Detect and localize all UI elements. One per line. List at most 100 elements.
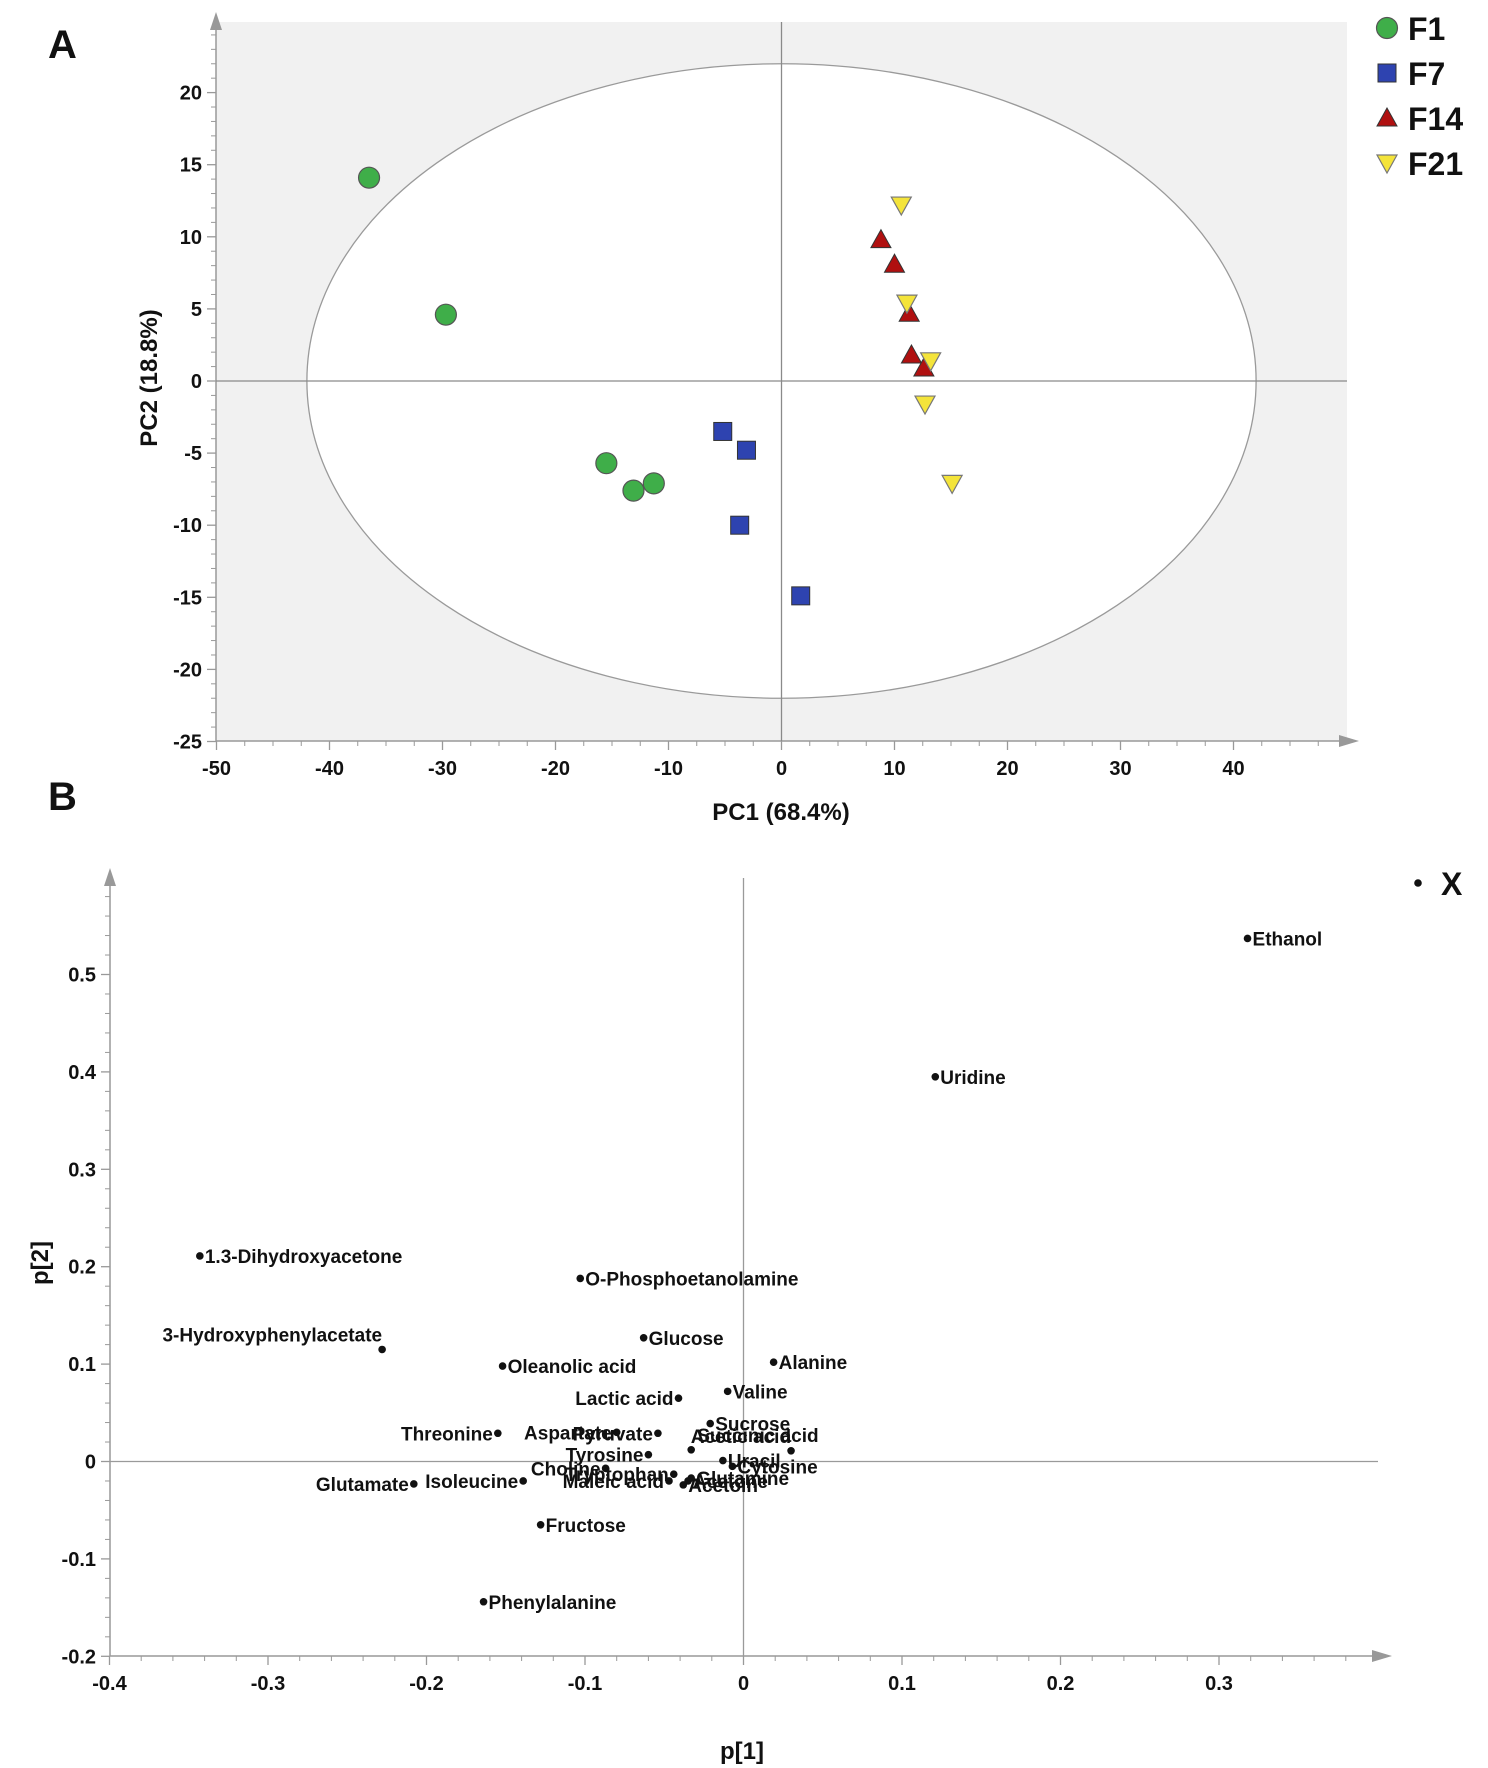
loading-label-3-hydroxyphenylacetate: 3-Hydroxyphenylacetate bbox=[162, 1325, 382, 1346]
x-tick-label: 30 bbox=[1109, 758, 1131, 780]
loading-point-threonine bbox=[494, 1429, 502, 1438]
point-f7 bbox=[791, 586, 811, 606]
point-f14 bbox=[900, 344, 923, 364]
loading-label-alanine: Alanine bbox=[779, 1353, 848, 1374]
loading-label-valine: Valine bbox=[733, 1382, 788, 1403]
x-tick-label: -50 bbox=[202, 758, 231, 780]
loading-label-glutamine: Glutamine bbox=[696, 1469, 789, 1490]
x-tick-label: 0 bbox=[738, 1673, 749, 1695]
y-tick-label: 0.2 bbox=[68, 1257, 96, 1279]
panel-a-letter: A bbox=[48, 23, 77, 67]
x-tick-label: 0.2 bbox=[1047, 1673, 1075, 1695]
loading-point-glucose bbox=[639, 1334, 648, 1342]
y-tick-label: 5 bbox=[191, 299, 202, 321]
y-tick-label: 0.4 bbox=[68, 1062, 97, 1084]
loading-point-acetoin bbox=[679, 1481, 688, 1489]
loading-point-o-phosphoetanolamine bbox=[576, 1274, 585, 1283]
loading-label-glutamate: Glutamate bbox=[316, 1475, 409, 1496]
loading-point-phenylalanine bbox=[479, 1597, 488, 1606]
x-tick-label: 0.1 bbox=[888, 1673, 916, 1695]
loading-label-uridine: Uridine bbox=[940, 1068, 1005, 1089]
y-tick-label: -0.2 bbox=[62, 1646, 96, 1668]
loading-label-cytosine: Cytosine bbox=[737, 1457, 817, 1478]
loading-label-uracil: Uracil bbox=[728, 1452, 781, 1473]
loading-label-tryptophan: Tryptophan bbox=[565, 1465, 668, 1486]
y-tick-label: -10 bbox=[173, 515, 202, 537]
y-tick-label: 0.5 bbox=[68, 965, 96, 987]
y-tick-label: 0 bbox=[191, 371, 202, 393]
y-tick-label: -5 bbox=[184, 443, 202, 465]
loading-label-lactic-acid: Lactic acid bbox=[575, 1389, 673, 1410]
y-tick-label: 20 bbox=[180, 83, 202, 105]
point-f7 bbox=[730, 515, 750, 535]
loading-label-aspartate: Aspartate bbox=[524, 1423, 612, 1444]
y-tick-label: 0 bbox=[85, 1452, 96, 1474]
x-tick-label: -20 bbox=[541, 758, 570, 780]
legend-label-x: X bbox=[1441, 866, 1463, 902]
point-f21 bbox=[913, 395, 937, 416]
point-f1 bbox=[595, 452, 618, 475]
panel-b-x-axis-title: p[1] bbox=[720, 1738, 764, 1765]
x-tick-label: -0.1 bbox=[568, 1673, 602, 1695]
loading-label-sucrose: Sucrose bbox=[715, 1415, 790, 1436]
loading-label-glucose: Glucose bbox=[649, 1329, 724, 1350]
loading-point-aspartate bbox=[612, 1428, 621, 1437]
x-tick-label: -30 bbox=[428, 758, 457, 780]
panel-a-axes: -50 -40 -30 -20 -10 0 10 20 30 40-25-20-15-10-505… bbox=[173, 12, 1359, 780]
loading-point-fructose bbox=[536, 1521, 545, 1529]
loading-point-maleic-acid bbox=[665, 1477, 673, 1485]
legend-marker-x bbox=[1414, 879, 1422, 887]
legend-label-f7: F7 bbox=[1408, 56, 1445, 92]
legend-marker-f1 bbox=[1375, 16, 1399, 40]
loading-point-uracil bbox=[719, 1456, 727, 1465]
loading-point-choline bbox=[601, 1464, 610, 1473]
loading-point-ethanol bbox=[1243, 934, 1252, 943]
loading-label-succinic-acid: Succinic acid bbox=[697, 1426, 818, 1447]
legend-label-f14: F14 bbox=[1408, 101, 1463, 137]
loading-label-o-phosphoetanolamine: O-Phosphoetanolamine bbox=[585, 1269, 798, 1290]
x-tick-label: 20 bbox=[996, 758, 1018, 780]
loading-label-ethanol: Ethanol bbox=[1253, 929, 1323, 950]
loading-label-acetone: Acetone bbox=[693, 1472, 768, 1493]
y-tick-label: -0.1 bbox=[62, 1549, 96, 1571]
legend-label-f1: F1 bbox=[1408, 11, 1445, 47]
point-f14 bbox=[883, 253, 906, 273]
loading-point-lactic-acid bbox=[674, 1394, 683, 1402]
loading-point-uridine bbox=[931, 1072, 940, 1081]
y-axis-arrow bbox=[210, 12, 222, 30]
point-f7 bbox=[713, 421, 733, 441]
y-tick-label: 10 bbox=[180, 227, 202, 249]
point-f21 bbox=[895, 294, 918, 315]
loading-label-acetoin: Acetoin bbox=[688, 1476, 758, 1497]
point-f21 bbox=[890, 196, 913, 217]
x-tick-label: -10 bbox=[654, 758, 683, 780]
point-f21 bbox=[941, 474, 964, 495]
loading-point-pyruvate bbox=[654, 1429, 662, 1438]
y-tick-label: -15 bbox=[173, 587, 202, 609]
panel-b: B -0.4 -0.3 -0.2 -0.1 0 0.1 0.2 0.3 -0.2 -0.1 0 0.1… bbox=[27, 775, 1463, 1765]
point-f7 bbox=[736, 440, 756, 460]
panel-a-y-axis-title: PC2 (18.8%) bbox=[136, 309, 163, 446]
panel-a: A -50 -40 -30 -20 -10 0 10 20 30 40-25-20-15-10-5… bbox=[48, 11, 1463, 826]
y-tick-label: -25 bbox=[173, 732, 202, 754]
legend-marker-f14 bbox=[1376, 106, 1398, 127]
panel-b-legend: X bbox=[1414, 866, 1463, 902]
loading-point-alanine bbox=[769, 1358, 778, 1366]
loading-point-glutamine bbox=[687, 1474, 695, 1482]
y-tick-label: 0.1 bbox=[68, 1354, 96, 1376]
panel-a-marks bbox=[216, 22, 1347, 741]
panel-b-letter: B bbox=[48, 775, 77, 819]
x-tick-label: -0.3 bbox=[251, 1673, 285, 1695]
panel-b-axes: -0.4 -0.3 -0.2 -0.1 0 0.1 0.2 0.3 -0.2 -0.1 0 0.1 0.… bbox=[62, 868, 1392, 1695]
loading-label-choline: Choline bbox=[531, 1459, 601, 1480]
x-tick-label: -0.2 bbox=[409, 1673, 443, 1695]
y-tick-label: 0.3 bbox=[68, 1159, 96, 1181]
x-tick-label: 0.3 bbox=[1205, 1673, 1233, 1695]
loading-point-3-hydroxyphenylacetate bbox=[378, 1345, 386, 1354]
loading-label-oleanolic-acid: Oleanolic acid bbox=[508, 1357, 637, 1378]
loading-point-1-3-dihydroxyacetone bbox=[196, 1252, 204, 1260]
point-f21 bbox=[919, 352, 942, 373]
loading-point-isoleucine bbox=[519, 1477, 527, 1485]
loading-point-sucrose bbox=[706, 1419, 715, 1428]
